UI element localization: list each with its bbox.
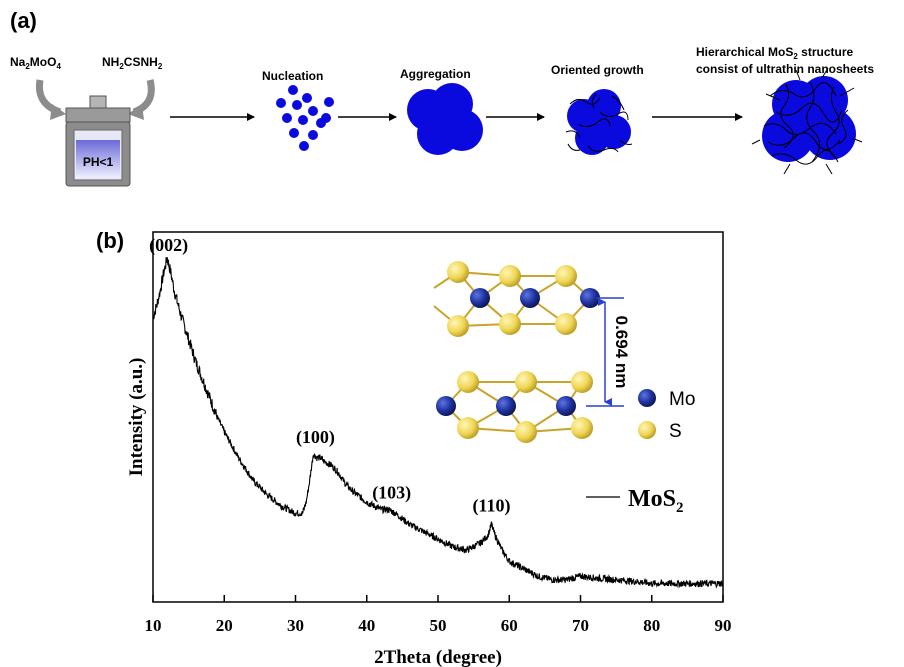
panel-b: (b) 10 20 30 40 50 60 70 80 90 2Theta (degree) I… (96, 228, 732, 667)
series-legend: MoS2 (586, 486, 684, 516)
series-line-mos2 (152, 257, 724, 589)
peak-label: (103) (372, 482, 411, 503)
autoclave-vessel: PH<1 (65, 95, 131, 187)
x-axis-title: 2Theta (degree) (374, 647, 502, 667)
final-structure-label-line2: consist of ultrathin nanosheets (696, 62, 874, 76)
panel-a: (a) Na2MoO4 NH2CSNH2 PH<1 Nucleation Agg… (10, 8, 874, 187)
final-structure-label-line1: Hierarchical MoS2 structure (696, 45, 854, 61)
peak-label: (002) (149, 235, 188, 256)
aggregation-cluster (407, 83, 483, 155)
y-axis-title: Intensity (a.u.) (126, 358, 147, 477)
step-aggregation-label: Aggregation (400, 67, 471, 81)
legend-mo-label: Mo (669, 389, 695, 410)
interlayer-spacing-indicator (586, 297, 624, 407)
x-tick-label: 80 (643, 616, 660, 635)
x-tick-label: 40 (358, 616, 375, 635)
x-tick-label: 50 (430, 616, 447, 635)
x-tick-label: 90 (715, 616, 732, 635)
x-tick-label: 70 (572, 616, 589, 635)
panel-b-label: (b) (96, 228, 124, 253)
peak-label: (110) (472, 495, 510, 516)
reagent-na2moo4-label: Na2MoO4 (10, 55, 61, 71)
hierarchical-mos2-structure (751, 67, 863, 175)
autoclave-liquid (76, 140, 120, 178)
interlayer-distance-label: 0.694 nm (612, 316, 631, 389)
plot-frame (152, 231, 724, 603)
reagent-left-curved-arrow (35, 79, 62, 116)
x-axis-ticks: 10 20 30 40 50 60 70 80 90 (145, 595, 732, 635)
reagent-left-arrowhead (50, 104, 66, 120)
step-oriented-growth-label: Oriented growth (551, 63, 644, 77)
legend-s-label: S (669, 421, 682, 442)
vessel-ph-label: PH<1 (83, 155, 114, 169)
mos2-crystal-structure-inset: 0.694 nm Mo S (433, 261, 695, 443)
peak-labels: (002) (100) (103) (110) (149, 235, 510, 516)
legend-label-mos2: MoS2 (628, 486, 684, 516)
reagent-thiourea-label: NH2CSNH2 (102, 55, 163, 71)
nucleation-dots (276, 85, 334, 151)
x-tick-label: 60 (501, 616, 518, 635)
peak-label: (100) (296, 427, 335, 448)
legend-mo-atom-icon (638, 389, 656, 407)
x-tick-label: 20 (216, 616, 233, 635)
step-nucleation-label: Nucleation (262, 69, 323, 83)
oriented-growth-cluster (565, 89, 633, 155)
legend-s-atom-icon (638, 421, 656, 439)
panel-a-label: (a) (10, 8, 37, 33)
reagent-right-curved-arrow (132, 79, 155, 116)
x-tick-label: 30 (287, 616, 304, 635)
x-tick-label: 10 (145, 616, 162, 635)
reagent-right-arrowhead (128, 104, 144, 120)
